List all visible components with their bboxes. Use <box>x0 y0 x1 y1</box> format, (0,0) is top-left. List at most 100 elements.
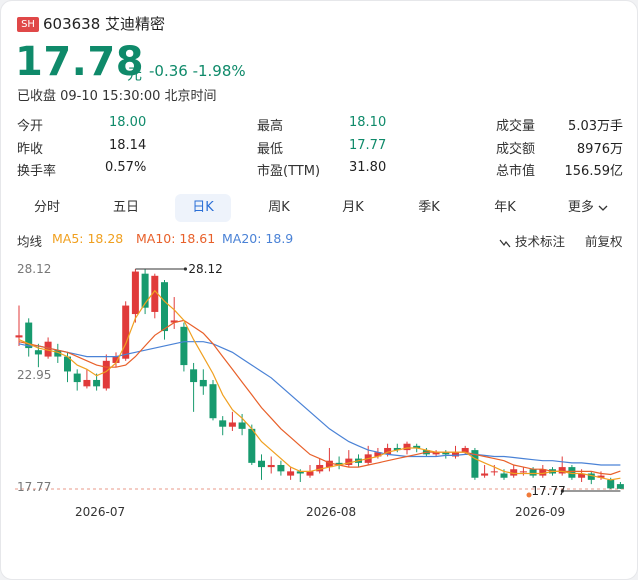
tab-monthly-k[interactable]: 月K <box>342 200 364 215</box>
candle-body <box>374 452 382 457</box>
stat-value-high: 18.10 <box>349 115 387 130</box>
candle-body <box>384 447 392 455</box>
candle-body <box>170 320 178 323</box>
stat-value-turnover-amount: 8976万 <box>576 142 623 157</box>
candle-body <box>287 471 295 476</box>
ma5-line <box>18 289 621 481</box>
candle-body <box>607 479 615 489</box>
chart-annotation-icon <box>499 239 511 247</box>
market-status: 已收盘 09-10 15:30:00 北京时间 <box>17 89 217 104</box>
candle-body <box>190 369 198 383</box>
candle-body <box>413 445 421 448</box>
candle-body <box>481 473 489 476</box>
stat-label-turnover-rate: 换手率 <box>17 164 57 179</box>
tab-daily-k[interactable]: 日K <box>175 194 231 222</box>
candle-body <box>500 473 508 478</box>
candle-body <box>248 428 256 463</box>
stat-value-pe: 31.80 <box>349 160 387 175</box>
candle-body <box>44 341 52 357</box>
stat-value-volume: 5.03万手 <box>568 119 623 134</box>
ma5-legend: MA5: 18.28 <box>52 231 124 246</box>
candle-body <box>151 275 159 312</box>
candle-body <box>15 335 23 338</box>
kline-chart[interactable]: 28.12 17.77 <box>1 251 637 551</box>
candle-body <box>199 379 207 387</box>
candle-body <box>393 447 401 451</box>
candle-body <box>335 462 343 465</box>
x-tick-sep: 2026-09 <box>515 505 566 519</box>
ma20-line <box>18 341 621 466</box>
x-tick-aug: 2026-08 <box>306 505 357 519</box>
tab-quarterly-k[interactable]: 季K <box>418 200 440 215</box>
candle-body <box>228 422 236 427</box>
candle-body <box>316 464 324 472</box>
event-marker <box>526 492 532 498</box>
candle-body <box>73 373 81 383</box>
candle-body <box>325 460 333 468</box>
ma10-legend: MA10: 18.61 <box>136 231 216 246</box>
stat-value-open: 18.00 <box>109 115 147 130</box>
candle-body <box>616 484 624 489</box>
exchange-badge: SH <box>17 17 39 32</box>
candle-body <box>345 458 353 465</box>
min-marker-dot <box>560 489 565 493</box>
stat-label-pe: 市盈(TTM) <box>257 164 321 179</box>
stat-label-turnover-amount: 成交额 <box>496 142 536 157</box>
candle-body <box>519 471 527 473</box>
candle-body <box>306 471 314 476</box>
stat-label-high: 最高 <box>257 119 284 134</box>
current-price: 17.78 <box>15 39 145 85</box>
candle-body <box>403 443 411 451</box>
min-price-label: 17.77 <box>531 484 565 498</box>
stat-label-market-cap: 总市值 <box>496 164 536 179</box>
tab-weekly-k[interactable]: 周K <box>268 200 290 215</box>
price-change: -0.36 -1.98% <box>149 62 246 80</box>
candle-body <box>490 471 498 473</box>
candle-body <box>238 422 246 429</box>
candle-body <box>54 350 62 357</box>
candle-body <box>539 469 547 476</box>
tab-five-day[interactable]: 五日 <box>112 200 139 215</box>
tab-intraday[interactable]: 分时 <box>33 200 60 215</box>
candle-body <box>112 356 120 363</box>
candle-body <box>93 379 101 387</box>
candle-body <box>258 460 265 468</box>
candle-body <box>558 467 566 474</box>
candle-body <box>122 305 130 359</box>
ma20-legend: MA20: 18.9 <box>222 231 294 246</box>
y-tick-mid: 22.95 <box>17 368 52 382</box>
candle-body <box>568 467 576 478</box>
candle-body <box>267 464 275 468</box>
candle-body <box>34 350 42 355</box>
stock-code-name: 603638 艾迪精密 <box>43 15 166 33</box>
tab-more[interactable]: 更多 <box>557 194 619 222</box>
stat-value-turnover-rate: 0.57% <box>105 160 147 175</box>
stat-label-open: 今开 <box>17 119 44 134</box>
candle-body <box>131 271 139 315</box>
stat-value-market-cap: 156.59亿 <box>564 164 624 179</box>
stat-value-prev-close: 18.14 <box>109 138 147 153</box>
tech-annotation-toggle[interactable]: 技术标注 <box>499 231 565 250</box>
candle-body <box>587 473 595 480</box>
candle-body <box>452 452 459 457</box>
tab-yearly-k[interactable]: 年K <box>494 200 516 215</box>
tab-more-label: 更多 <box>567 200 594 215</box>
tech-annotation-label: 技术标注 <box>514 234 565 249</box>
candle-body <box>180 326 188 366</box>
x-tick-jul: 2026-07 <box>75 505 126 519</box>
ma10-line <box>18 319 621 476</box>
stat-label-volume: 成交量 <box>496 119 536 134</box>
candle-body <box>25 322 33 349</box>
candle-body <box>442 452 450 455</box>
candle-body <box>102 360 110 389</box>
stat-label-prev-close: 昨收 <box>17 142 44 157</box>
price-unit: 元 <box>127 65 143 83</box>
adjust-mode-button[interactable]: 前复权 <box>585 234 623 249</box>
candle-body <box>471 450 479 478</box>
candle-body <box>219 420 227 427</box>
candle-body <box>432 452 440 455</box>
chevron-down-icon <box>598 205 608 211</box>
max-price-label: 28.12 <box>188 262 222 276</box>
candle-body <box>83 379 91 387</box>
